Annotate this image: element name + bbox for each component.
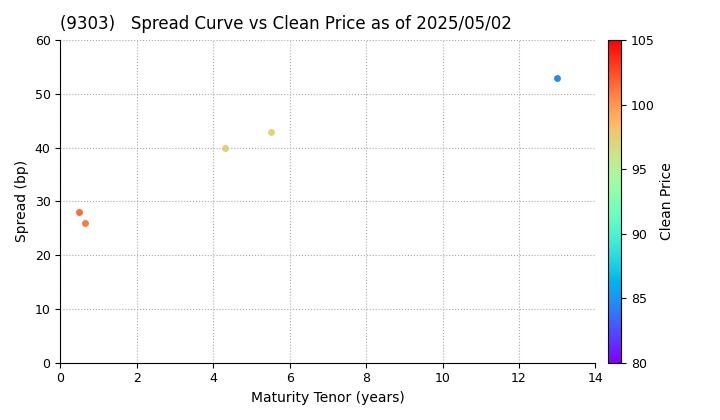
Point [73, 209, 85, 215]
Point [265, 128, 276, 135]
Y-axis label: Spread (bp): Spread (bp) [15, 160, 29, 242]
Text: (9303)   Spread Curve vs Clean Price as of 2025/05/02: (9303) Spread Curve vs Clean Price as of… [60, 15, 512, 33]
Point [219, 144, 230, 151]
Point [552, 74, 563, 81]
X-axis label: Maturity Tenor (years): Maturity Tenor (years) [251, 391, 405, 405]
Y-axis label: Clean Price: Clean Price [660, 163, 675, 240]
Point [79, 220, 91, 226]
